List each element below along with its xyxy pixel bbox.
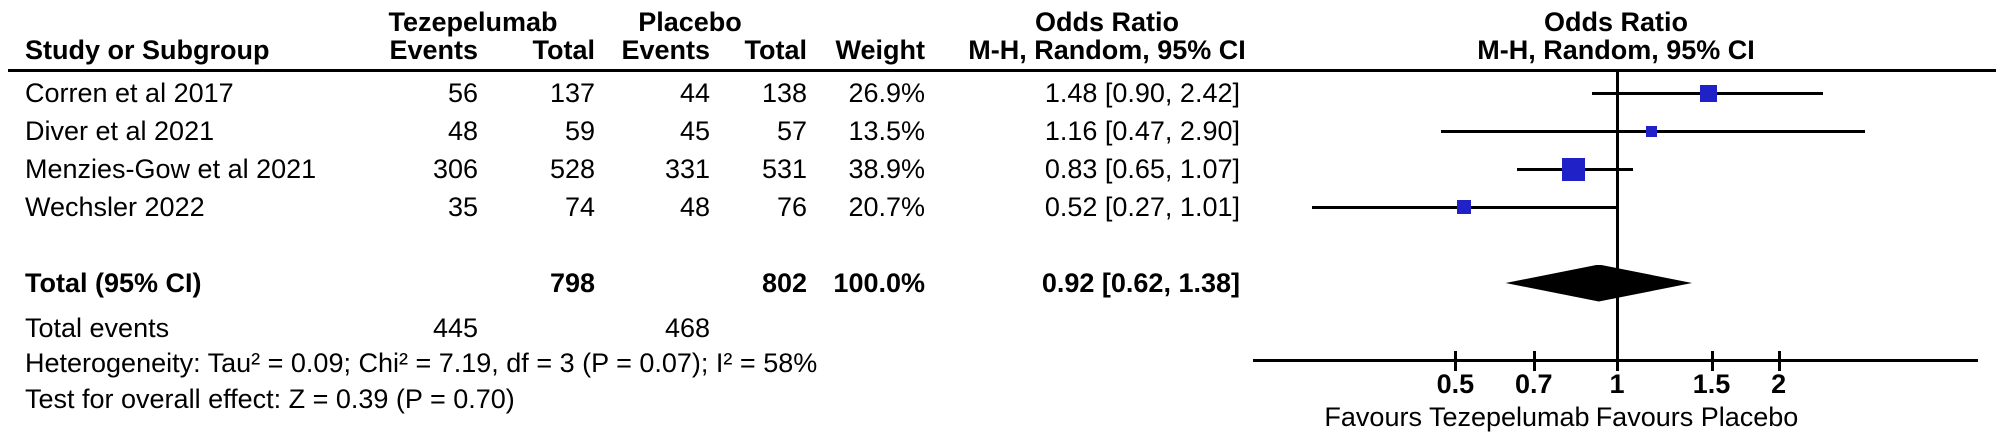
total-weight: 100.0% [833,268,925,298]
study-name: Wechsler 2022 [25,192,205,222]
axis-tick-label: 1.5 [1692,369,1731,399]
treatment-group-header: Tezepelumab [388,7,558,37]
odds-ratio-plot-header: Odds Ratio [1543,7,1688,37]
pooled-diamond [1505,264,1693,302]
axis-tick-label: 2 [1771,369,1787,399]
axis-tick-label: 0.7 [1515,369,1553,399]
axis-tick-label: 1 [1609,369,1625,399]
mh-random-ci-text-header: M-H, Random, 95% CI [968,35,1246,65]
control-events-cell: 48 [679,192,710,222]
treatment-events-cell: 306 [432,154,478,184]
odds-ratio-text-header: Odds Ratio [1034,7,1179,37]
total-events-treatment: 445 [432,313,478,343]
study-name: Menzies-Gow et al 2021 [25,154,317,184]
weight-cell: 26.9% [848,78,925,108]
control-total-cell: 57 [776,116,807,146]
control-total-cell: 76 [776,192,807,222]
weight-cell: 13.5% [848,116,925,146]
overall-effect-test: Test for overall effect: Z = 0.39 (P = 0… [25,384,515,414]
study-column-header: Study or Subgroup [25,35,270,65]
total-control-total: 802 [761,268,807,298]
treatment-events-header: Events [389,35,478,65]
favours-left-label: Favours Tezepelumab [1324,402,1590,432]
control-total-header: Total [744,35,808,65]
total-row-label: Total (95% CI) [25,268,202,298]
treatment-total-cell: 74 [564,192,595,222]
study-name: Corren et al 2017 [25,78,234,108]
treatment-events-cell: 48 [447,116,478,146]
control-events-cell: 45 [679,116,710,146]
axis-tick [1532,351,1536,371]
control-events-cell: 331 [664,154,710,184]
total-odds-ratio-ci: 0.92 [0.62, 1.38] [1041,268,1240,298]
control-events-header: Events [621,35,710,65]
null-effect-line [1616,71,1619,371]
mh-random-ci-plot-header: M-H, Random, 95% CI [1477,35,1755,65]
total-events-label: Total events [25,313,170,343]
x-axis-line [1253,359,1978,362]
treatment-total-cell: 528 [549,154,595,184]
weight-header: Weight [835,35,926,65]
treatment-total-header: Total [532,35,596,65]
total-treatment-total: 798 [549,268,595,298]
control-group-header: Placebo [638,7,742,37]
treatment-events-cell: 35 [447,192,478,222]
odds-ratio-ci-cell: 0.52 [0.27, 1.01] [1044,192,1240,222]
study-name: Diver et al 2021 [25,116,215,146]
study-marker [1646,125,1658,137]
study-marker [1457,200,1472,214]
weight-cell: 20.7% [848,192,925,222]
favours-right-label: Favours Placebo [1595,402,1799,432]
axis-tick [1777,351,1781,371]
study-marker [1699,84,1717,102]
control-total-cell: 531 [761,154,807,184]
weight-cell: 38.9% [848,154,925,184]
treatment-events-cell: 56 [447,78,478,108]
total-events-control: 468 [664,313,710,343]
axis-tick [1454,351,1458,371]
header-divider-line [8,69,1996,72]
axis-tick [1710,351,1714,371]
axis-tick [1616,351,1619,371]
heterogeneity-stats: Heterogeneity: Tau² = 0.09; Chi² = 7.19,… [25,348,818,378]
treatment-total-cell: 59 [564,116,595,146]
odds-ratio-ci-cell: 1.48 [0.90, 2.42] [1044,78,1240,108]
odds-ratio-ci-cell: 1.16 [0.47, 2.90] [1044,116,1240,146]
axis-tick-label: 0.5 [1436,369,1475,399]
control-events-cell: 44 [679,78,710,108]
treatment-total-cell: 137 [549,78,595,108]
odds-ratio-ci-cell: 0.83 [0.65, 1.07] [1044,154,1240,184]
control-total-cell: 138 [761,78,807,108]
study-marker [1562,157,1586,181]
